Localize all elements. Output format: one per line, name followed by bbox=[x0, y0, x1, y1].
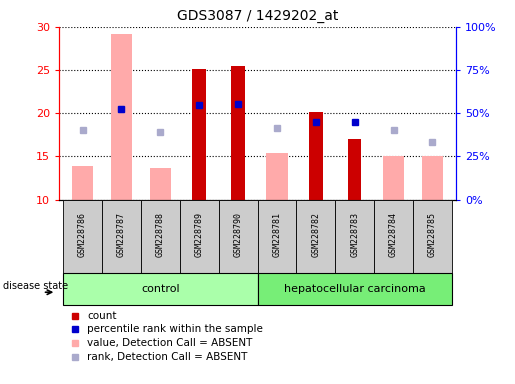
Bar bbox=[150, 168, 171, 200]
Title: GDS3087 / 1429202_at: GDS3087 / 1429202_at bbox=[177, 9, 338, 23]
Text: GSM228788: GSM228788 bbox=[156, 212, 165, 257]
Text: count: count bbox=[87, 311, 116, 321]
Bar bbox=[63, 200, 102, 273]
Text: GSM228790: GSM228790 bbox=[234, 212, 243, 257]
Bar bbox=[111, 34, 132, 200]
Text: GSM228782: GSM228782 bbox=[311, 212, 320, 257]
Bar bbox=[63, 273, 258, 305]
Bar bbox=[296, 200, 335, 273]
Bar bbox=[335, 200, 374, 273]
Text: GSM228785: GSM228785 bbox=[428, 212, 437, 257]
Bar bbox=[374, 200, 413, 273]
Text: control: control bbox=[141, 284, 180, 294]
Bar bbox=[219, 200, 258, 273]
Bar bbox=[258, 200, 296, 273]
Text: GSM228783: GSM228783 bbox=[350, 212, 359, 257]
Bar bbox=[102, 200, 141, 273]
Text: GSM228784: GSM228784 bbox=[389, 212, 398, 257]
Bar bbox=[309, 113, 322, 200]
Text: disease state: disease state bbox=[3, 281, 68, 291]
Text: GSM228787: GSM228787 bbox=[117, 212, 126, 257]
Text: GSM228786: GSM228786 bbox=[78, 212, 87, 257]
Text: rank, Detection Call = ABSENT: rank, Detection Call = ABSENT bbox=[87, 352, 247, 362]
Text: percentile rank within the sample: percentile rank within the sample bbox=[87, 324, 263, 334]
Bar bbox=[231, 66, 245, 200]
Text: GSM228789: GSM228789 bbox=[195, 212, 204, 257]
Bar bbox=[422, 157, 443, 200]
Bar bbox=[258, 273, 452, 305]
Text: GSM228781: GSM228781 bbox=[272, 212, 281, 257]
Bar bbox=[348, 139, 362, 200]
Bar bbox=[383, 156, 404, 200]
Bar bbox=[180, 200, 219, 273]
Bar bbox=[413, 200, 452, 273]
Bar bbox=[72, 166, 93, 200]
Bar bbox=[193, 69, 206, 200]
Bar bbox=[266, 153, 288, 200]
Text: value, Detection Call = ABSENT: value, Detection Call = ABSENT bbox=[87, 338, 252, 348]
Bar bbox=[141, 200, 180, 273]
Text: hepatocellular carcinoma: hepatocellular carcinoma bbox=[284, 284, 425, 294]
